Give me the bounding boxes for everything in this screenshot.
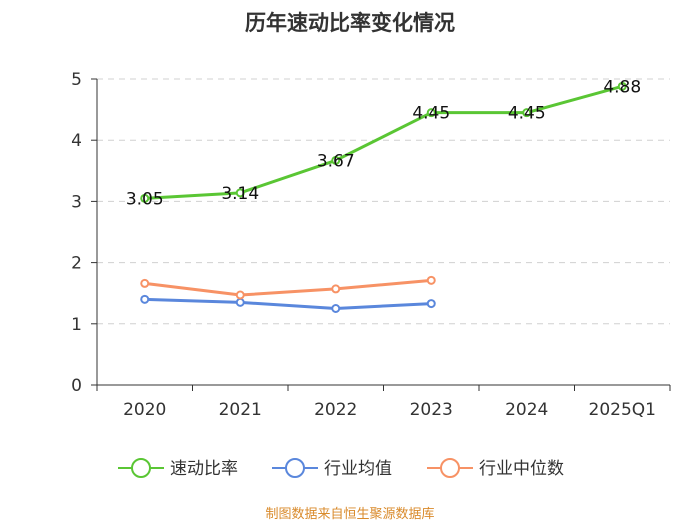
data-point (331, 304, 341, 313)
grid-lines (97, 78, 670, 325)
data-point (331, 155, 341, 165)
y-tick-label: 5 (71, 70, 82, 90)
y-tick-label: 0 (71, 376, 82, 396)
legend-marker-icon (285, 458, 305, 478)
series-line-1 (144, 297, 432, 310)
series-group: 3.05 3.14 3.67 4.45 4.45 4.88 (126, 77, 641, 313)
x-tick-label: 2025Q1 (589, 400, 656, 420)
data-label: 3.67 (317, 151, 355, 171)
data-point (522, 108, 532, 118)
y-tick-label: 2 (71, 254, 82, 274)
legend-label: 行业中位数 (479, 459, 564, 479)
chart-title: 历年速动比率变化情况 (245, 11, 455, 35)
series-line-0 (144, 84, 623, 200)
data-point (235, 290, 245, 300)
legend-marker-icon (440, 458, 460, 478)
y-tick-label: 1 (71, 315, 82, 335)
x-tick-label: 2024 (505, 400, 548, 420)
data-label: 4.45 (412, 104, 450, 124)
data-point (617, 81, 627, 91)
series-line-2 (144, 278, 432, 297)
legend: 速动比率 行业均值 行业中位数 (118, 458, 564, 479)
axes: 0 1 2 3 4 5 2020 2021 2022 2023 2024 2025Q1 (71, 70, 671, 420)
legend-marker-icon (131, 458, 151, 478)
y-tick-label: 3 (71, 192, 82, 212)
data-label: 4.88 (603, 77, 641, 97)
data-point (426, 299, 436, 309)
x-tick-label: 2023 (410, 400, 453, 420)
data-label: 3.05 (126, 189, 164, 209)
legend-label: 速动比率 (170, 459, 238, 479)
source-note: 制图数据来自恒生聚源数据库 (265, 506, 434, 522)
data-label: 4.45 (508, 104, 546, 124)
x-tick-label: 2020 (123, 400, 166, 420)
x-tick-label: 2022 (314, 400, 357, 420)
data-point (235, 297, 245, 307)
legend-label: 行业均值 (324, 459, 392, 479)
data-point (140, 278, 150, 288)
data-point (140, 193, 150, 203)
data-point (331, 284, 341, 294)
x-tick-label: 2021 (219, 400, 262, 420)
data-label: 3.14 (221, 184, 259, 204)
data-point (426, 275, 436, 285)
y-tick-label: 4 (71, 131, 82, 151)
data-point (235, 188, 245, 198)
data-point (140, 294, 150, 304)
data-point (426, 108, 436, 118)
